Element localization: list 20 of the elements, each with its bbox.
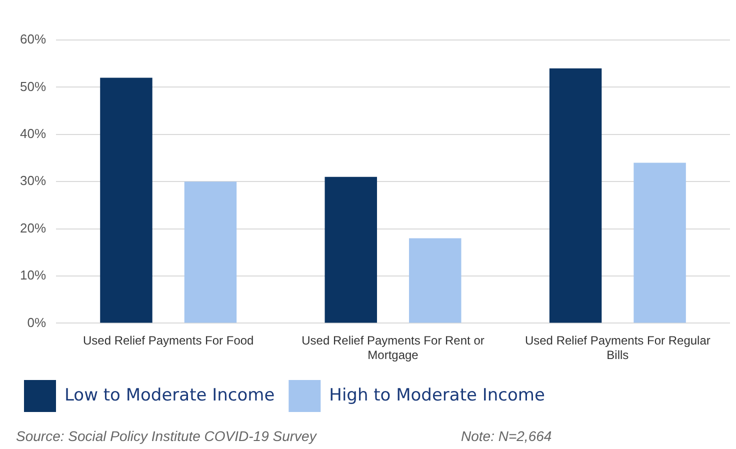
bar <box>409 238 462 323</box>
source-note: Source: Social Policy Institute COVID-19 Survey <box>16 428 316 444</box>
y-tick-label: 20% <box>20 220 46 236</box>
legend-label: Low to Moderate Income <box>64 385 275 406</box>
bar <box>324 176 378 323</box>
legend-label: High to Moderate Income <box>329 385 545 406</box>
x-tick-label: Used Relief Payments For Rent or Mortgage <box>302 334 484 362</box>
text: Note: N=2,664 <box>461 428 552 444</box>
y-tick-label: 0% <box>27 314 46 330</box>
y-tick-label: 60% <box>20 32 46 47</box>
y-tick-label: 30% <box>20 173 46 188</box>
bar <box>100 78 152 323</box>
y-tick-label: 50% <box>20 78 46 94</box>
bar <box>634 162 686 323</box>
x-tick-label: Used Relief Payments For Regular Bills <box>524 334 710 362</box>
y-tick-label: 10% <box>20 268 46 283</box>
bar <box>549 68 602 323</box>
x-tick-label: Used Relief Payments For Food <box>82 334 254 348</box>
y-tick-label: 40% <box>20 126 46 141</box>
bar <box>184 182 237 323</box>
